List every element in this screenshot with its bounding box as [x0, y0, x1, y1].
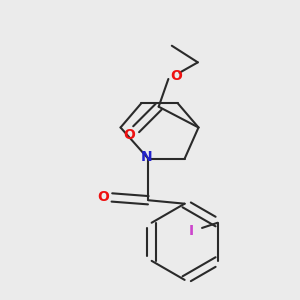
Text: N: N: [141, 150, 152, 164]
Text: I: I: [189, 224, 194, 239]
Text: O: O: [170, 69, 182, 83]
Text: O: O: [123, 128, 135, 142]
Text: O: O: [97, 190, 109, 205]
